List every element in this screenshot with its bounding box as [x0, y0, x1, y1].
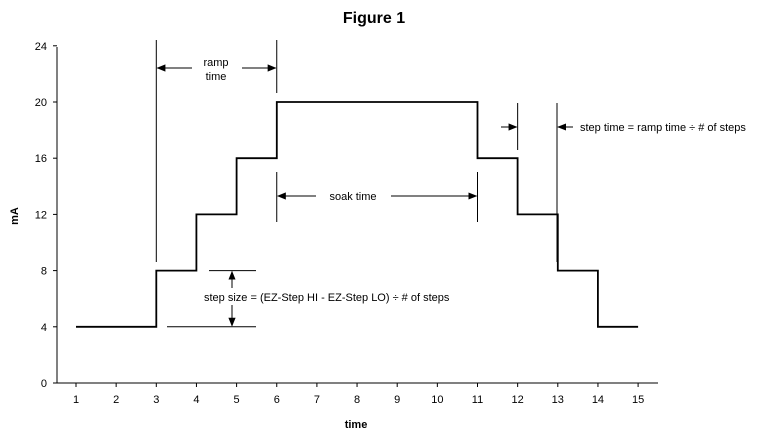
x-tick-label: 15 — [632, 394, 644, 406]
y-tick-label: 12 — [35, 209, 47, 221]
y-tick-label: 8 — [41, 266, 47, 278]
x-axis-title: time — [345, 419, 368, 431]
x-tick-label: 2 — [113, 394, 119, 406]
x-tick-label: 12 — [512, 394, 524, 406]
y-tick-label: 16 — [35, 153, 47, 165]
x-tick-label: 9 — [394, 394, 400, 406]
x-tick-label: 1 — [73, 394, 79, 406]
y-tick-label: 0 — [41, 378, 47, 390]
x-tick-label: 7 — [314, 394, 320, 406]
chart-title: Figure 1 — [343, 10, 405, 27]
x-tick-label: 3 — [153, 394, 159, 406]
soak-label-bg — [316, 187, 391, 204]
x-tick-label: 10 — [431, 394, 443, 406]
ramp-label-line1: ramp — [203, 57, 228, 69]
x-tick-label: 8 — [354, 394, 360, 406]
x-tick-label: 13 — [552, 394, 564, 406]
annotations: ramp time soak time step time = ramp time ÷… — [155, 40, 746, 328]
ramp-label-bg — [192, 56, 242, 84]
series-group — [76, 101, 639, 328]
soak-label: soak time — [329, 191, 376, 203]
x-tick-label: 6 — [274, 394, 280, 406]
step-size-label: step size = (EZ-Step HI - EZ-Step LO) ÷ … — [204, 292, 450, 304]
ramp-label-line2: time — [206, 71, 227, 83]
y-tick-label: 20 — [35, 97, 47, 109]
y-tick-label: 4 — [41, 322, 47, 334]
y-tick-label: 24 — [35, 41, 47, 53]
x-tick-label: 14 — [592, 394, 604, 406]
x-tick-label: 11 — [472, 394, 483, 406]
x-tick-label: 4 — [193, 394, 199, 406]
step-time-label: step time = ramp time ÷ # of steps — [580, 122, 746, 134]
x-tick-label: 5 — [234, 394, 240, 406]
axes — [56, 47, 658, 384]
step-series-line — [76, 101, 639, 328]
y-axis-title: mA — [9, 207, 21, 225]
